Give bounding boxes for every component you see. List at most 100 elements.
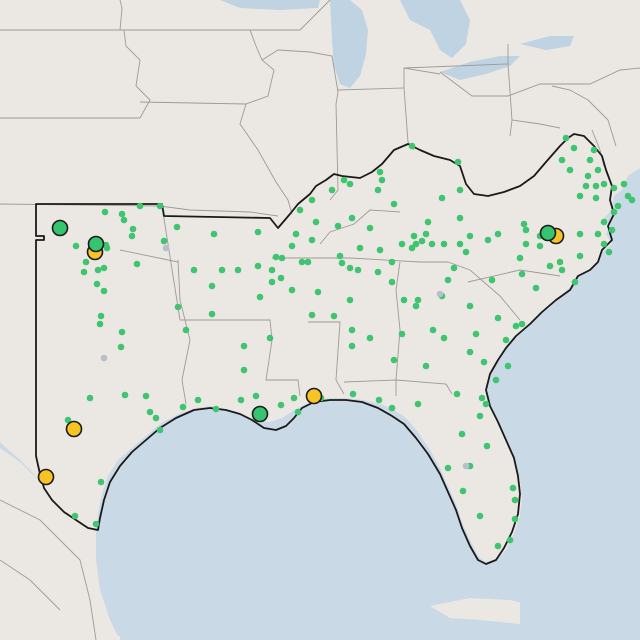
station-dot[interactable] bbox=[366, 334, 374, 342]
station-dot[interactable] bbox=[129, 225, 137, 233]
station-dot[interactable] bbox=[374, 268, 382, 276]
station-dot[interactable] bbox=[620, 180, 628, 188]
station-dot[interactable] bbox=[388, 258, 396, 266]
station-dot[interactable] bbox=[412, 240, 420, 248]
station-dot[interactable] bbox=[424, 218, 432, 226]
station-dot[interactable] bbox=[146, 408, 154, 416]
station-dot[interactable] bbox=[237, 396, 245, 404]
station-dot[interactable] bbox=[586, 156, 594, 164]
station-dot[interactable] bbox=[100, 287, 108, 295]
station-dot[interactable] bbox=[208, 310, 216, 318]
station-dot[interactable] bbox=[582, 182, 590, 190]
station-dot[interactable] bbox=[190, 266, 198, 274]
station-dot[interactable] bbox=[570, 144, 578, 152]
station-dot[interactable] bbox=[462, 248, 470, 256]
station-dot[interactable] bbox=[600, 240, 608, 248]
station-dot[interactable] bbox=[212, 405, 220, 413]
station-dot[interactable] bbox=[366, 224, 374, 232]
station-dot[interactable] bbox=[518, 320, 526, 328]
station-dot[interactable] bbox=[440, 334, 448, 342]
station-dot[interactable] bbox=[408, 142, 416, 150]
station-dot[interactable] bbox=[118, 210, 126, 218]
station-dot[interactable] bbox=[94, 266, 102, 274]
inactive-station-dot[interactable] bbox=[162, 244, 170, 252]
station-dot[interactable] bbox=[348, 342, 356, 350]
station-dot[interactable] bbox=[80, 268, 88, 276]
station-dot[interactable] bbox=[356, 244, 364, 252]
station-dot[interactable] bbox=[278, 254, 286, 262]
station-dot[interactable] bbox=[412, 302, 420, 310]
station-dot[interactable] bbox=[459, 487, 467, 495]
station-dot[interactable] bbox=[118, 328, 126, 336]
station-dot[interactable] bbox=[502, 336, 510, 344]
station-dot[interactable] bbox=[86, 394, 94, 402]
station-dot[interactable] bbox=[520, 220, 528, 228]
station-dot[interactable] bbox=[312, 218, 320, 226]
station-dot[interactable] bbox=[483, 442, 491, 450]
station-dot[interactable] bbox=[476, 412, 484, 420]
station-dot[interactable] bbox=[338, 259, 346, 267]
station-dot[interactable] bbox=[346, 180, 354, 188]
station-dot[interactable] bbox=[348, 326, 356, 334]
station-dot[interactable] bbox=[64, 416, 72, 424]
inactive-station-dot[interactable] bbox=[100, 354, 108, 362]
station-dot[interactable] bbox=[450, 264, 458, 272]
station-dot[interactable] bbox=[349, 390, 357, 398]
station-dot[interactable] bbox=[254, 262, 262, 270]
station-dot[interactable] bbox=[120, 216, 128, 224]
station-dot[interactable] bbox=[390, 200, 398, 208]
station-dot[interactable] bbox=[440, 240, 448, 248]
station-dot[interactable] bbox=[422, 362, 430, 370]
station-dot[interactable] bbox=[605, 248, 613, 256]
station-dot[interactable] bbox=[388, 404, 396, 412]
highlight-station-yellow[interactable] bbox=[305, 387, 323, 405]
station-dot[interactable] bbox=[296, 206, 304, 214]
station-dot[interactable] bbox=[494, 314, 502, 322]
station-dot[interactable] bbox=[254, 228, 262, 236]
station-dot[interactable] bbox=[400, 296, 408, 304]
station-dot[interactable] bbox=[266, 334, 274, 342]
station-dot[interactable] bbox=[480, 358, 488, 366]
station-dot[interactable] bbox=[594, 166, 602, 174]
station-dot[interactable] bbox=[546, 262, 554, 270]
station-dot[interactable] bbox=[272, 253, 280, 261]
station-dot[interactable] bbox=[308, 236, 316, 244]
station-dot[interactable] bbox=[71, 512, 79, 520]
station-dot[interactable] bbox=[292, 230, 300, 238]
highlight-station-green[interactable] bbox=[87, 235, 105, 253]
station-dot[interactable] bbox=[594, 230, 602, 238]
highlight-station-yellow[interactable] bbox=[37, 468, 55, 486]
station-dot[interactable] bbox=[414, 400, 422, 408]
station-dot[interactable] bbox=[173, 223, 181, 231]
station-dot[interactable] bbox=[156, 202, 164, 210]
station-dot[interactable] bbox=[82, 258, 90, 266]
station-dot[interactable] bbox=[294, 408, 302, 416]
station-dot[interactable] bbox=[590, 146, 598, 154]
station-dot[interactable] bbox=[152, 414, 160, 422]
station-dot[interactable] bbox=[410, 232, 418, 240]
station-dot[interactable] bbox=[482, 400, 490, 408]
station-dot[interactable] bbox=[194, 396, 202, 404]
station-dot[interactable] bbox=[456, 214, 464, 222]
station-dot[interactable] bbox=[376, 246, 384, 254]
station-dot[interactable] bbox=[511, 515, 519, 523]
station-dot[interactable] bbox=[466, 302, 474, 310]
station-dot[interactable] bbox=[576, 230, 584, 238]
station-dot[interactable] bbox=[136, 202, 144, 210]
station-dot[interactable] bbox=[478, 394, 486, 402]
station-dot[interactable] bbox=[472, 330, 480, 338]
station-dot[interactable] bbox=[388, 278, 396, 286]
station-dot[interactable] bbox=[509, 484, 517, 492]
station-dot[interactable] bbox=[375, 396, 383, 404]
station-dot[interactable] bbox=[512, 322, 520, 330]
station-dot[interactable] bbox=[346, 296, 354, 304]
station-dot[interactable] bbox=[456, 240, 464, 248]
station-dot[interactable] bbox=[458, 430, 466, 438]
station-dot[interactable] bbox=[314, 288, 322, 296]
station-dot[interactable] bbox=[494, 230, 502, 238]
station-dot[interactable] bbox=[398, 240, 406, 248]
station-dot[interactable] bbox=[592, 194, 600, 202]
station-dot[interactable] bbox=[277, 274, 285, 282]
station-dot[interactable] bbox=[584, 172, 592, 180]
station-dot[interactable] bbox=[210, 230, 218, 238]
